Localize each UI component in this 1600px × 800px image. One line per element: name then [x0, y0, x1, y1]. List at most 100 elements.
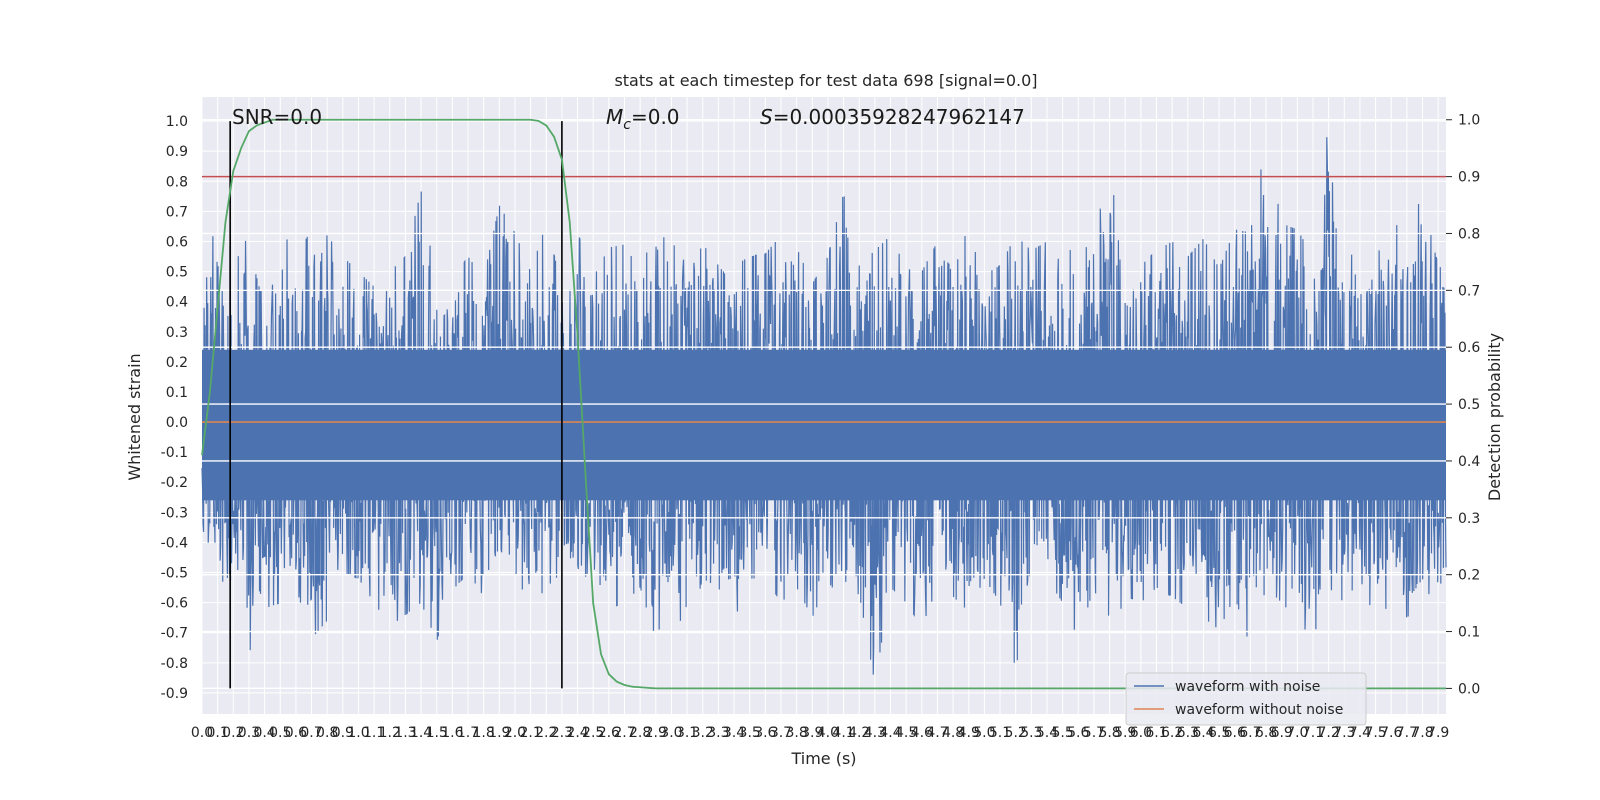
- x-tick-label: 7.4: [1349, 725, 1371, 741]
- y-tick-label-left: -0.1: [161, 445, 188, 461]
- x-tick-label: 0.1: [207, 725, 229, 741]
- x-tick-label: 6.8: [1255, 725, 1277, 741]
- y-tick-label-left: 0.0: [166, 415, 188, 431]
- x-tick-label: 5.6: [1067, 725, 1089, 741]
- x-tick-label: 5.1: [989, 725, 1011, 741]
- x-tick-label: 5.8: [1098, 725, 1120, 741]
- chirp-mass-annotation: Mc=0.0: [606, 105, 680, 133]
- x-tick-label: 7.1: [1302, 725, 1324, 741]
- chart-title: stats at each timestep for test data 698…: [614, 71, 1037, 90]
- x-tick-label: 1.8: [473, 725, 495, 741]
- x-tick-label: 0.5: [269, 725, 291, 741]
- y-tick-label-right: 0.9: [1458, 170, 1480, 186]
- x-tick-label: 2.5: [582, 725, 604, 741]
- x-tick-label: 2.4: [566, 725, 588, 741]
- x-tick-label: 1.7: [457, 725, 479, 741]
- x-tick-label: 1.0: [347, 725, 369, 741]
- x-tick-label: 1.6: [441, 725, 463, 741]
- x-tick-label: 3.4: [723, 725, 745, 741]
- s-symbol: S: [760, 105, 773, 129]
- x-tick-label: 2.2: [535, 725, 557, 741]
- x-tick-label: 0.0: [191, 725, 213, 741]
- y-tick-label-right: 0.0: [1458, 681, 1480, 697]
- y-tick-label-left: -0.8: [161, 656, 188, 672]
- x-tick-label: 7.9: [1427, 725, 1449, 741]
- x-tick-label: 4.6: [911, 725, 933, 741]
- x-tick-label: 3.7: [770, 725, 792, 741]
- x-tick-label: 6.2: [1161, 725, 1183, 741]
- x-tick-label: 6.6: [1224, 725, 1246, 741]
- x-tick-label: 6.0: [1130, 725, 1152, 741]
- x-tick-label: 2.3: [551, 725, 573, 741]
- x-tick-label: 0.4: [253, 725, 275, 741]
- x-tick-label: 4.0: [817, 725, 839, 741]
- y-tick-label-left: 0.8: [166, 174, 188, 190]
- x-tick-label: 5.2: [1005, 725, 1027, 741]
- x-tick-label: 7.2: [1318, 725, 1340, 741]
- x-tick-label: 3.8: [785, 725, 807, 741]
- y-tick-label-left: 0.6: [166, 234, 188, 250]
- y-tick-label-left: -0.7: [161, 626, 188, 642]
- chirp-mass-subscript: c: [623, 117, 631, 133]
- x-tick-label: 4.1: [832, 725, 854, 741]
- x-tick-label: 7.5: [1364, 725, 1386, 741]
- y-tick-label-left: -0.9: [161, 686, 188, 702]
- x-tick-label: 4.9: [958, 725, 980, 741]
- x-tick-label: 4.7: [926, 725, 948, 741]
- x-tick-label: 3.0: [660, 725, 682, 741]
- y-tick-label-left: 0.9: [166, 144, 188, 160]
- waveform-noise-core: [202, 349, 1446, 501]
- x-tick-label: 0.6: [285, 725, 307, 741]
- y-tick-label-right: 0.5: [1458, 397, 1480, 413]
- y-axis-label-right: Detection probability: [1485, 333, 1504, 501]
- y-tick-label-right: 0.3: [1458, 511, 1480, 527]
- y-tick-label-right: 0.1: [1458, 625, 1480, 641]
- x-tick-label: 3.2: [692, 725, 714, 741]
- y-tick-label-left: 0.2: [166, 355, 188, 371]
- x-tick-label: 7.8: [1411, 725, 1433, 741]
- x-tick-label: 4.2: [848, 725, 870, 741]
- x-tick-label: 2.1: [519, 725, 541, 741]
- x-tick-label: 3.3: [707, 725, 729, 741]
- series-waveform-with-noise: [201, 137, 1447, 675]
- x-tick-label: 5.0: [973, 725, 995, 741]
- legend-box: [1125, 672, 1367, 726]
- x-tick-label: 2.9: [645, 725, 667, 741]
- x-tick-label: 1.4: [410, 725, 432, 741]
- y-tick-label-right: 0.2: [1458, 568, 1480, 584]
- snr-annotation: SNR=0.0: [232, 105, 322, 129]
- legend: waveform with noise waveform without noi…: [1125, 672, 1367, 726]
- y-tick-label-right: 1.0: [1458, 113, 1480, 129]
- x-tick-label: 0.7: [300, 725, 322, 741]
- x-tick-label: 0.8: [316, 725, 338, 741]
- x-tick-label: 0.3: [238, 725, 260, 741]
- x-tick-label: 6.7: [1239, 725, 1261, 741]
- y-tick-label-left: -0.5: [161, 566, 188, 582]
- s-annotation: S=0.00035928247962147: [760, 105, 1025, 129]
- x-tick-label: 5.4: [1036, 725, 1058, 741]
- x-tick-label: 4.8: [942, 725, 964, 741]
- x-tick-label: 6.3: [1177, 725, 1199, 741]
- x-tick-label: 0.9: [332, 725, 354, 741]
- x-tick-label: 1.5: [426, 725, 448, 741]
- y-tick-label-left: 0.1: [166, 385, 188, 401]
- x-tick-label: 3.6: [754, 725, 776, 741]
- x-tick-label: 7.3: [1333, 725, 1355, 741]
- x-tick-label: 3.9: [801, 725, 823, 741]
- x-tick-label: 6.5: [1208, 725, 1230, 741]
- x-tick-label: 3.1: [676, 725, 698, 741]
- x-tick-label: 6.9: [1271, 725, 1293, 741]
- y-tick-label-right: 0.8: [1458, 226, 1480, 242]
- y-tick-label-left: 0.3: [166, 325, 188, 341]
- x-tick-label: 1.3: [394, 725, 416, 741]
- chirp-mass-symbol: M: [606, 105, 623, 129]
- x-tick-label: 5.5: [1051, 725, 1073, 741]
- y-tick-label-left: 0.4: [166, 295, 188, 311]
- x-tick-label: 1.9: [488, 725, 510, 741]
- y-tick-label-left: -0.6: [161, 596, 188, 612]
- x-tick-label: 4.4: [879, 725, 901, 741]
- x-tick-label: 7.7: [1396, 725, 1418, 741]
- x-tick-label: 2.8: [629, 725, 651, 741]
- x-tick-label: 3.5: [739, 725, 761, 741]
